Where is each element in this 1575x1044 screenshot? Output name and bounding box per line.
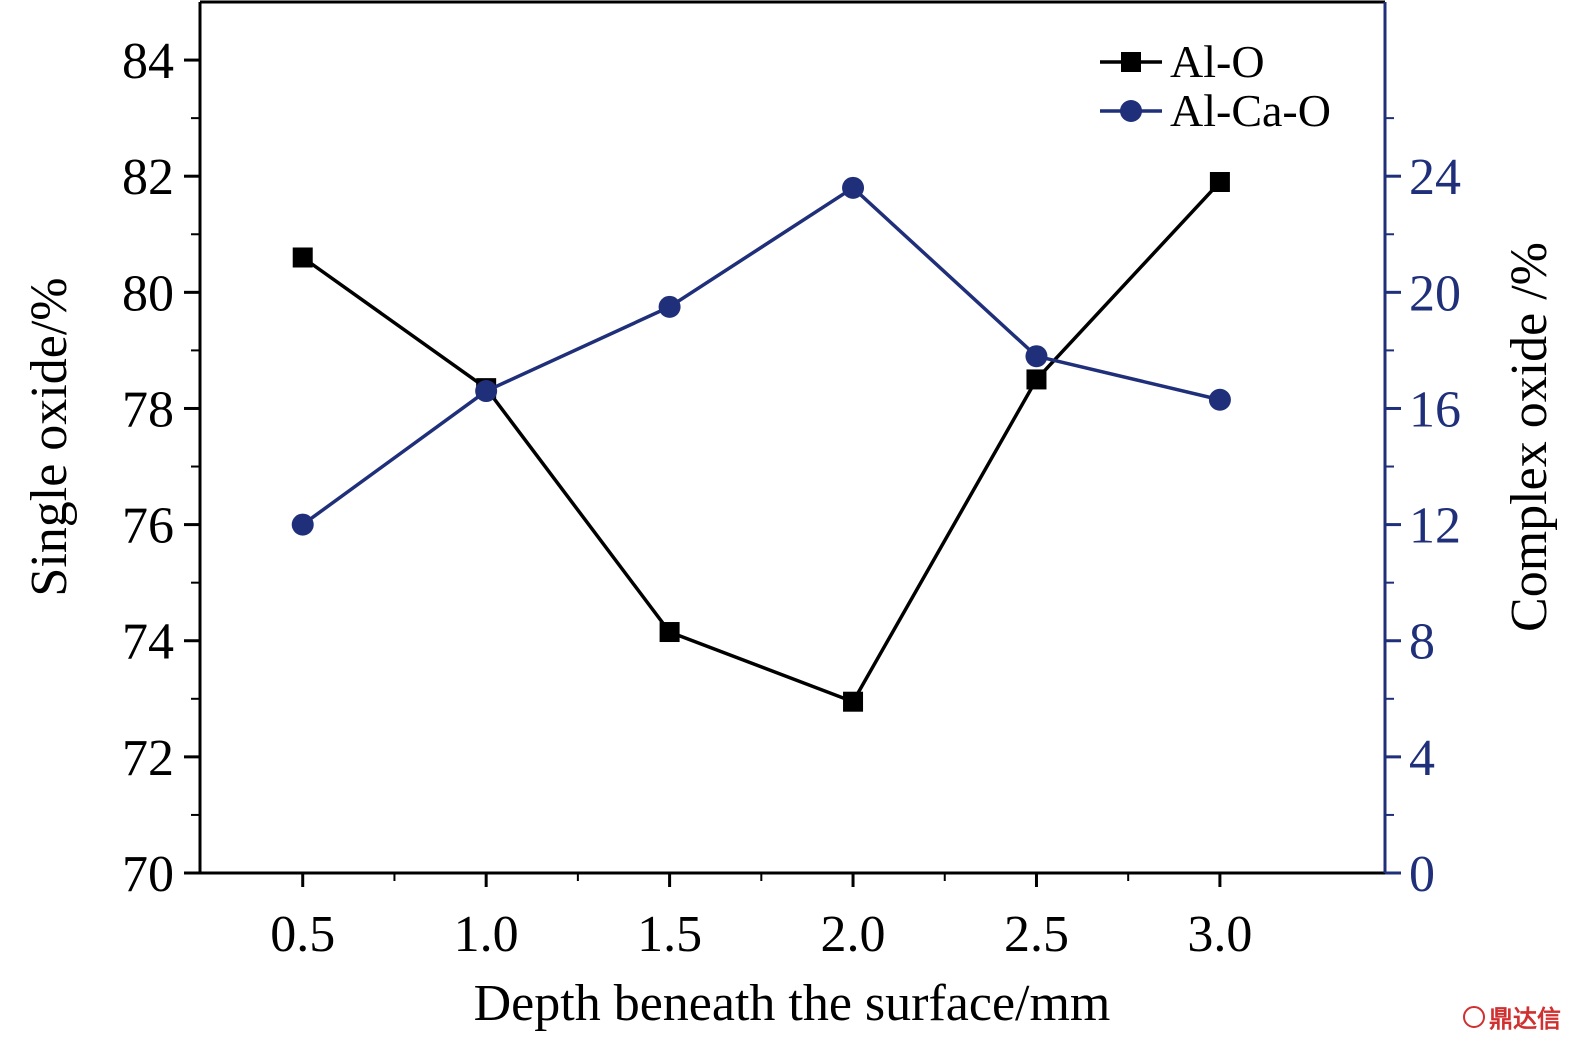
right-y-tick-label: 0	[1409, 846, 1435, 903]
plot-frame	[198, 0, 1387, 875]
left-y-tick-label: 72	[122, 730, 174, 787]
data-point-al-ca-o	[475, 380, 498, 403]
x-axis-title: Depth beneath the surface/mm	[474, 975, 1111, 1032]
left-y-axis: 70 72 74 76 78 80 82 84	[122, 33, 200, 903]
series-line-al-o	[301, 180, 1222, 704]
right-y-tick-label: 24	[1409, 149, 1461, 206]
watermark: 鼎达信	[1463, 999, 1561, 1034]
right-y-tick-label: 16	[1409, 381, 1461, 438]
data-point-al-o	[292, 247, 313, 268]
data-point-al-ca-o	[291, 513, 314, 536]
data-point-al-ca-o	[842, 176, 865, 199]
watermark-text: 鼎达信	[1489, 1005, 1561, 1033]
x-tick-label: 2.5	[1004, 906, 1069, 963]
x-axis: 0.5 1.0 1.5 2.0 2.5 3.0	[270, 873, 1252, 963]
left-y-tick-label: 78	[122, 381, 174, 438]
x-tick-label: 2.0	[821, 906, 886, 963]
data-point-al-o	[843, 691, 864, 712]
right-y-tick-label: 8	[1409, 614, 1435, 671]
legend-label-al-o: Al-O	[1170, 36, 1265, 87]
x-tick-label: 3.0	[1187, 906, 1252, 963]
right-y-tick-label: 4	[1409, 730, 1435, 787]
legend-label-al-ca-o: Al-Ca-O	[1170, 85, 1331, 136]
data-point-al-ca-o	[1025, 345, 1048, 368]
watermark-logo-icon	[1463, 1005, 1485, 1028]
series-layer	[291, 172, 1231, 712]
left-y-tick-label: 84	[122, 33, 174, 90]
right-y-axis: 0 4 8 12 16 20 24	[1385, 117, 1461, 903]
left-y-tick-label: 82	[122, 149, 174, 206]
legend-marker-al-ca-o	[1120, 100, 1142, 122]
x-tick-label: 1.5	[637, 906, 702, 963]
data-point-al-o	[1026, 369, 1047, 390]
left-y-axis-title: Single oxide/%	[21, 277, 78, 596]
left-y-tick-label: 76	[122, 498, 174, 555]
data-point-al-ca-o	[1208, 388, 1231, 411]
legend-marker-al-o	[1121, 52, 1141, 72]
x-tick-label: 0.5	[270, 906, 335, 963]
left-y-tick-label: 80	[122, 265, 174, 322]
series-line-al-ca-o	[301, 185, 1221, 527]
data-point-al-ca-o	[658, 295, 681, 318]
right-y-tick-label: 20	[1409, 265, 1461, 322]
x-tick-label: 1.0	[454, 906, 519, 963]
data-point-al-o	[659, 622, 680, 643]
right-y-tick-label: 12	[1409, 498, 1461, 555]
data-point-al-o	[1209, 172, 1230, 193]
left-y-tick-label: 74	[122, 614, 174, 671]
legend: Al-OAl-Ca-O	[1100, 36, 1331, 136]
left-y-tick-label: 70	[122, 846, 174, 903]
right-y-axis-title: Complex oxide /%	[1501, 242, 1558, 632]
